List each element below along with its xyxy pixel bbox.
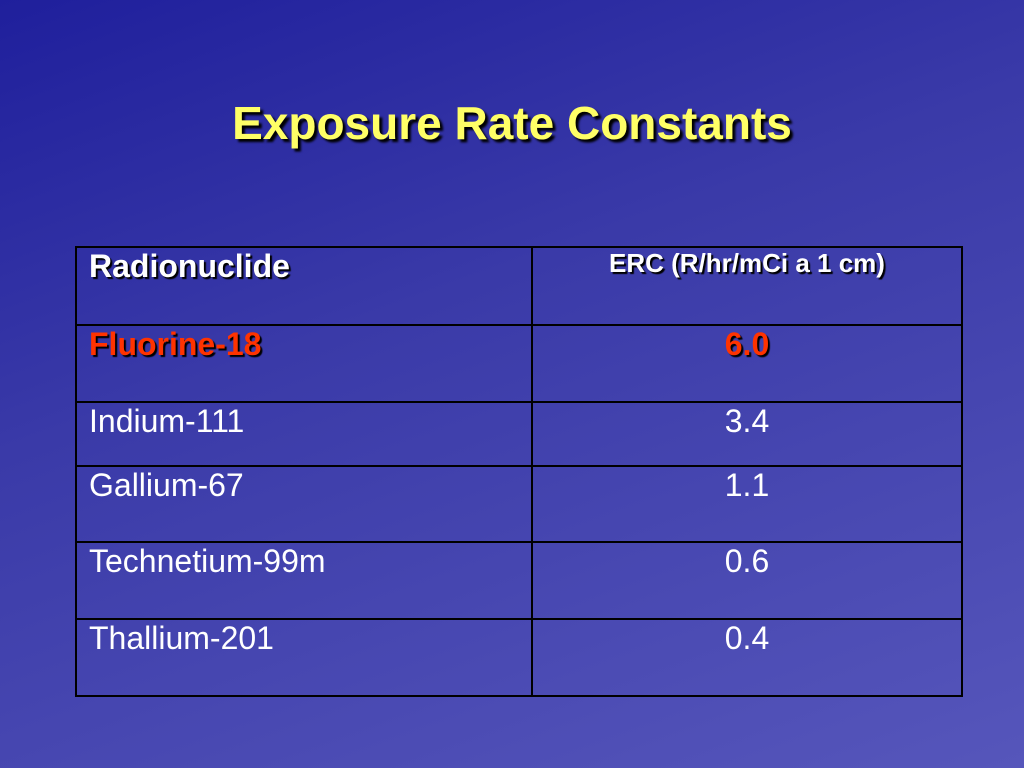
header-cell: Radionuclide: [75, 246, 533, 326]
slide-title: Exposure Rate Constants: [232, 97, 792, 149]
nuclide-cell: Gallium-67: [75, 465, 533, 543]
header-cell: ERC (R/hr/mCi a 1 cm): [531, 246, 963, 326]
data-table: Radionuclide ERC (R/hr/mCi a 1 cm) Fluor…: [75, 246, 963, 697]
nuclide-cell: Technetium-99m: [75, 541, 533, 620]
table-row: Thallium-201 0.4: [75, 618, 963, 697]
erc-cell: 3.4: [531, 401, 963, 467]
erc-cell: 6.0: [531, 324, 963, 403]
nuclide-cell: Indium-111: [75, 401, 533, 467]
erc-cell: 0.4: [531, 618, 963, 697]
table-row: Indium-111 3.4: [75, 401, 963, 467]
nuclide-cell: Fluorine-18: [75, 324, 533, 403]
table-row: Technetium-99m 0.6: [75, 541, 963, 620]
erc-cell: 1.1: [531, 465, 963, 543]
erc-cell: 0.6: [531, 541, 963, 620]
table-row: Fluorine-18 6.0: [75, 324, 963, 403]
table-row: Gallium-67 1.1: [75, 465, 963, 543]
header-row: Radionuclide ERC (R/hr/mCi a 1 cm): [75, 246, 963, 326]
nuclide-cell: Thallium-201: [75, 618, 533, 697]
